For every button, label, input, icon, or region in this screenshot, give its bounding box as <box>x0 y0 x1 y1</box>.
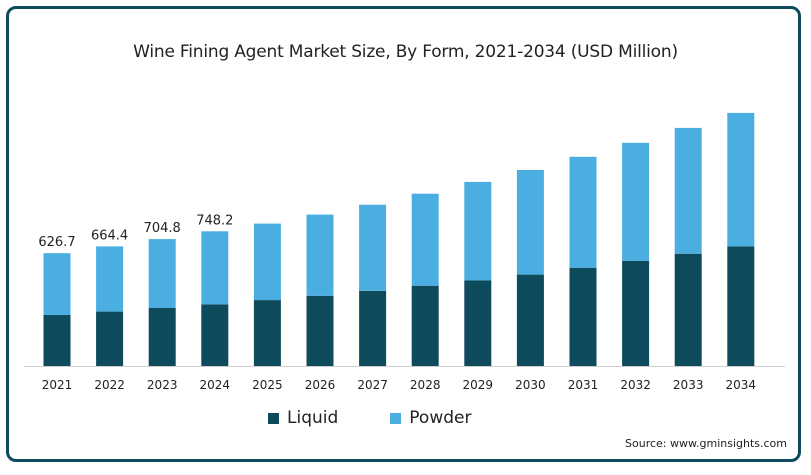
bar-powder-2025 <box>253 223 281 301</box>
bar-powder-2027 <box>359 204 387 291</box>
x-tick-2024: 2024 <box>200 378 231 392</box>
bar-powder-2030 <box>516 170 544 275</box>
x-tick-2033: 2033 <box>673 378 704 392</box>
legend-swatch-liquid <box>268 412 279 424</box>
bar-liquid-2024 <box>201 304 229 366</box>
bar-powder-2028 <box>411 193 439 286</box>
bar-powder-2034 <box>727 112 755 247</box>
bar-powder-2022 <box>96 246 124 312</box>
bar-liquid-2032 <box>622 260 650 366</box>
x-tick-2026: 2026 <box>305 378 336 392</box>
bar-powder-2029 <box>464 181 492 281</box>
total-label-2022: 664.4 <box>91 228 128 243</box>
bar-powder-2024 <box>201 231 229 305</box>
bar-liquid-2033 <box>674 253 702 366</box>
x-tick-2034: 2034 <box>726 378 757 392</box>
bar-liquid-2030 <box>516 274 544 366</box>
x-tick-2029: 2029 <box>463 378 494 392</box>
x-tick-2023: 2023 <box>147 378 178 392</box>
legend-item-powder: Powder <box>390 408 471 428</box>
chart-panel <box>6 6 801 462</box>
chart-title: Wine Fining Agent Market Size, By Form, … <box>133 42 678 62</box>
bar-liquid-2025 <box>253 300 281 366</box>
bar-powder-2031 <box>569 156 597 268</box>
bar-liquid-2023 <box>148 308 176 366</box>
bar-liquid-2028 <box>411 285 439 366</box>
x-tick-2028: 2028 <box>410 378 441 392</box>
x-tick-2025: 2025 <box>252 378 283 392</box>
legend-item-liquid: Liquid <box>268 408 338 428</box>
bar-powder-2023 <box>148 239 176 308</box>
x-tick-2031: 2031 <box>568 378 599 392</box>
x-tick-2027: 2027 <box>357 378 388 392</box>
total-label-2021: 626.7 <box>38 235 75 250</box>
bar-liquid-2026 <box>306 295 334 366</box>
x-tick-2030: 2030 <box>515 378 546 392</box>
bar-powder-2026 <box>306 214 334 296</box>
x-tick-2032: 2032 <box>620 378 651 392</box>
chart-legend: Liquid Powder <box>268 408 523 428</box>
legend-label-liquid: Liquid <box>287 408 339 428</box>
x-tick-2021: 2021 <box>42 378 73 392</box>
bar-powder-2021 <box>43 253 71 315</box>
source-note: Source: www.gminsights.com <box>625 437 787 450</box>
bar-powder-2032 <box>622 142 650 261</box>
bar-liquid-2021 <box>43 314 71 366</box>
bar-liquid-2034 <box>727 246 755 366</box>
legend-label-powder: Powder <box>409 408 472 428</box>
total-label-2024: 748.2 <box>196 213 233 228</box>
x-tick-2022: 2022 <box>94 378 125 392</box>
bar-liquid-2029 <box>464 280 492 366</box>
legend-swatch-powder <box>390 412 402 424</box>
total-label-2023: 704.8 <box>144 221 181 236</box>
bar-liquid-2031 <box>569 267 597 366</box>
bar-liquid-2027 <box>359 290 387 366</box>
bar-powder-2033 <box>674 127 702 254</box>
bar-liquid-2022 <box>96 311 124 366</box>
